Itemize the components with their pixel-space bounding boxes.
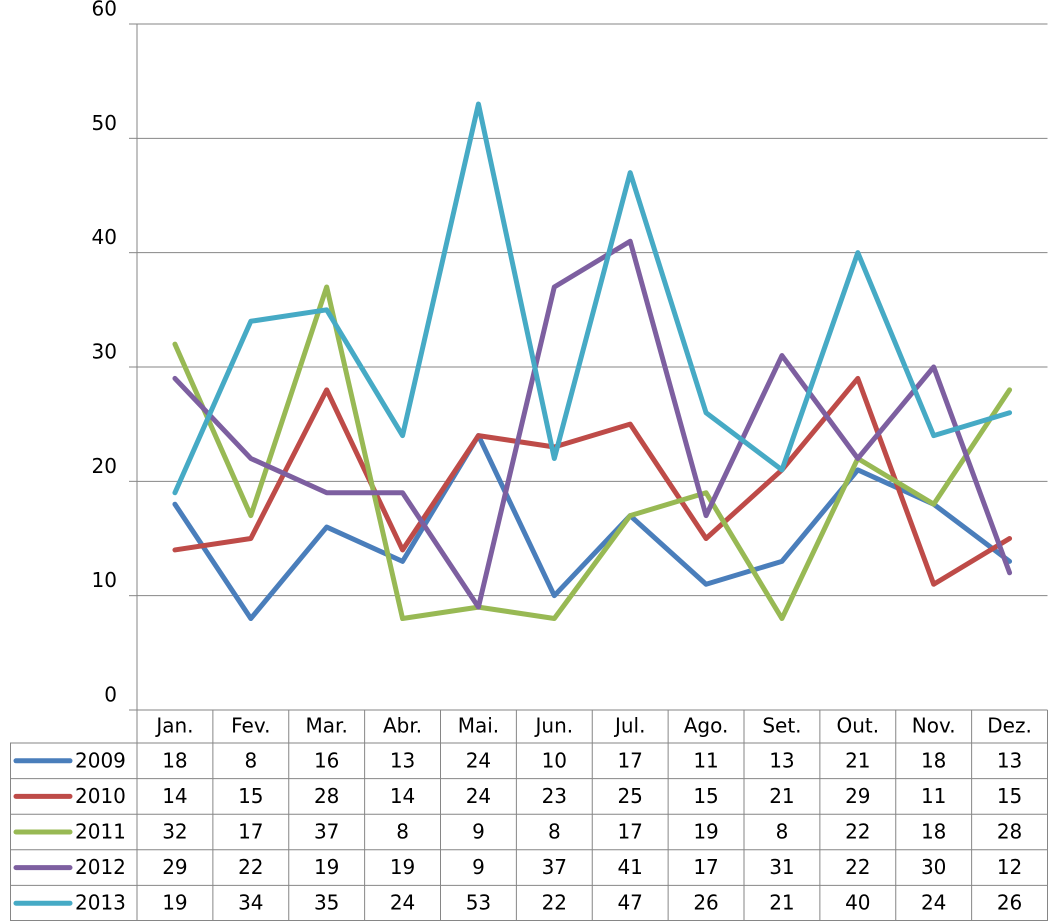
legend-label: 2013 [75, 891, 126, 915]
table-value: 37 [314, 820, 339, 844]
table-value: 47 [617, 891, 642, 915]
legend-label: 2012 [75, 855, 126, 879]
table-value: 18 [162, 748, 187, 772]
y-tick-label: 50 [92, 111, 117, 135]
table-value: 24 [921, 891, 946, 915]
table-value: 21 [769, 784, 794, 808]
table-value: 17 [617, 748, 642, 772]
table-value: 29 [162, 855, 187, 879]
y-tick-label: 60 [92, 0, 117, 21]
table-value: 16 [314, 748, 339, 772]
table-value: 17 [617, 820, 642, 844]
table-value: 15 [238, 784, 263, 808]
table-value: 24 [466, 784, 491, 808]
table-value: 15 [693, 784, 718, 808]
table-value: 8 [396, 820, 409, 844]
legend-label: 2010 [75, 784, 126, 808]
table-value: 24 [466, 748, 491, 772]
table-value: 24 [390, 891, 415, 915]
table-value: 13 [997, 748, 1022, 772]
x-tick-label: Nov. [912, 714, 956, 738]
table-value: 14 [390, 784, 415, 808]
table-value: 13 [769, 748, 794, 772]
table-value: 14 [162, 784, 187, 808]
table-value: 31 [769, 855, 794, 879]
series-line [172, 375, 1013, 587]
series-line [172, 433, 1013, 622]
table-value: 23 [542, 784, 567, 808]
x-tick-label: Mar. [306, 714, 348, 738]
table-value: 26 [997, 891, 1022, 915]
table-value: 8 [244, 748, 257, 772]
table-value: 34 [238, 891, 263, 915]
table-value: 28 [314, 784, 339, 808]
x-tick-label: Ago. [684, 714, 729, 738]
table-value: 22 [845, 855, 870, 879]
table-value: 26 [693, 891, 718, 915]
table-value: 19 [390, 855, 415, 879]
table-value: 30 [921, 855, 946, 879]
x-tick-label: Jul. [613, 714, 646, 738]
table-value: 19 [314, 855, 339, 879]
table-value: 21 [769, 891, 794, 915]
table-value: 35 [314, 891, 339, 915]
table-value: 53 [466, 891, 491, 915]
table-value: 21 [845, 748, 870, 772]
y-tick-label: 40 [92, 225, 117, 249]
legend-label: 2009 [75, 748, 126, 772]
y-tick-label: 0 [104, 683, 117, 707]
x-tick-label: Dez. [987, 714, 1032, 738]
table-value: 13 [390, 748, 415, 772]
y-tick-label: 30 [92, 340, 117, 364]
table-value: 22 [238, 855, 263, 879]
x-tick-label: Jan. [154, 714, 193, 738]
table-value: 19 [693, 820, 718, 844]
table-value: 29 [845, 784, 870, 808]
table-value: 22 [542, 891, 567, 915]
table-value: 10 [542, 748, 567, 772]
table-value: 28 [997, 820, 1022, 844]
table-value: 40 [845, 891, 870, 915]
table-value: 12 [997, 855, 1022, 879]
table-value: 17 [693, 855, 718, 879]
x-tick-label: Out. [837, 714, 880, 738]
table-value: 8 [548, 820, 561, 844]
table-value: 9 [472, 820, 485, 844]
x-tick-label: Fev. [231, 714, 270, 738]
table-value: 8 [776, 820, 789, 844]
table-value: 11 [921, 784, 946, 808]
table-value: 18 [921, 748, 946, 772]
table-value: 11 [693, 748, 718, 772]
table-value: 9 [472, 855, 485, 879]
x-tick-label: Abr. [383, 714, 422, 738]
table-value: 32 [162, 820, 187, 844]
table-value: 37 [542, 855, 567, 879]
series-line [172, 101, 1013, 496]
table-value: 41 [617, 855, 642, 879]
table-value: 22 [845, 820, 870, 844]
y-tick-label: 20 [92, 454, 117, 478]
y-tick-label: 10 [92, 568, 117, 592]
x-tick-label: Mai. [458, 714, 499, 738]
x-tick-label: Jun. [534, 714, 574, 738]
legend-label: 2011 [75, 820, 126, 844]
table-value: 18 [921, 820, 946, 844]
x-tick-label: Set. [762, 714, 801, 738]
table-value: 15 [997, 784, 1022, 808]
series-line [172, 238, 1013, 610]
table-value: 25 [617, 784, 642, 808]
table-value: 19 [162, 891, 187, 915]
series-line [172, 284, 1013, 622]
table-value: 17 [238, 820, 263, 844]
